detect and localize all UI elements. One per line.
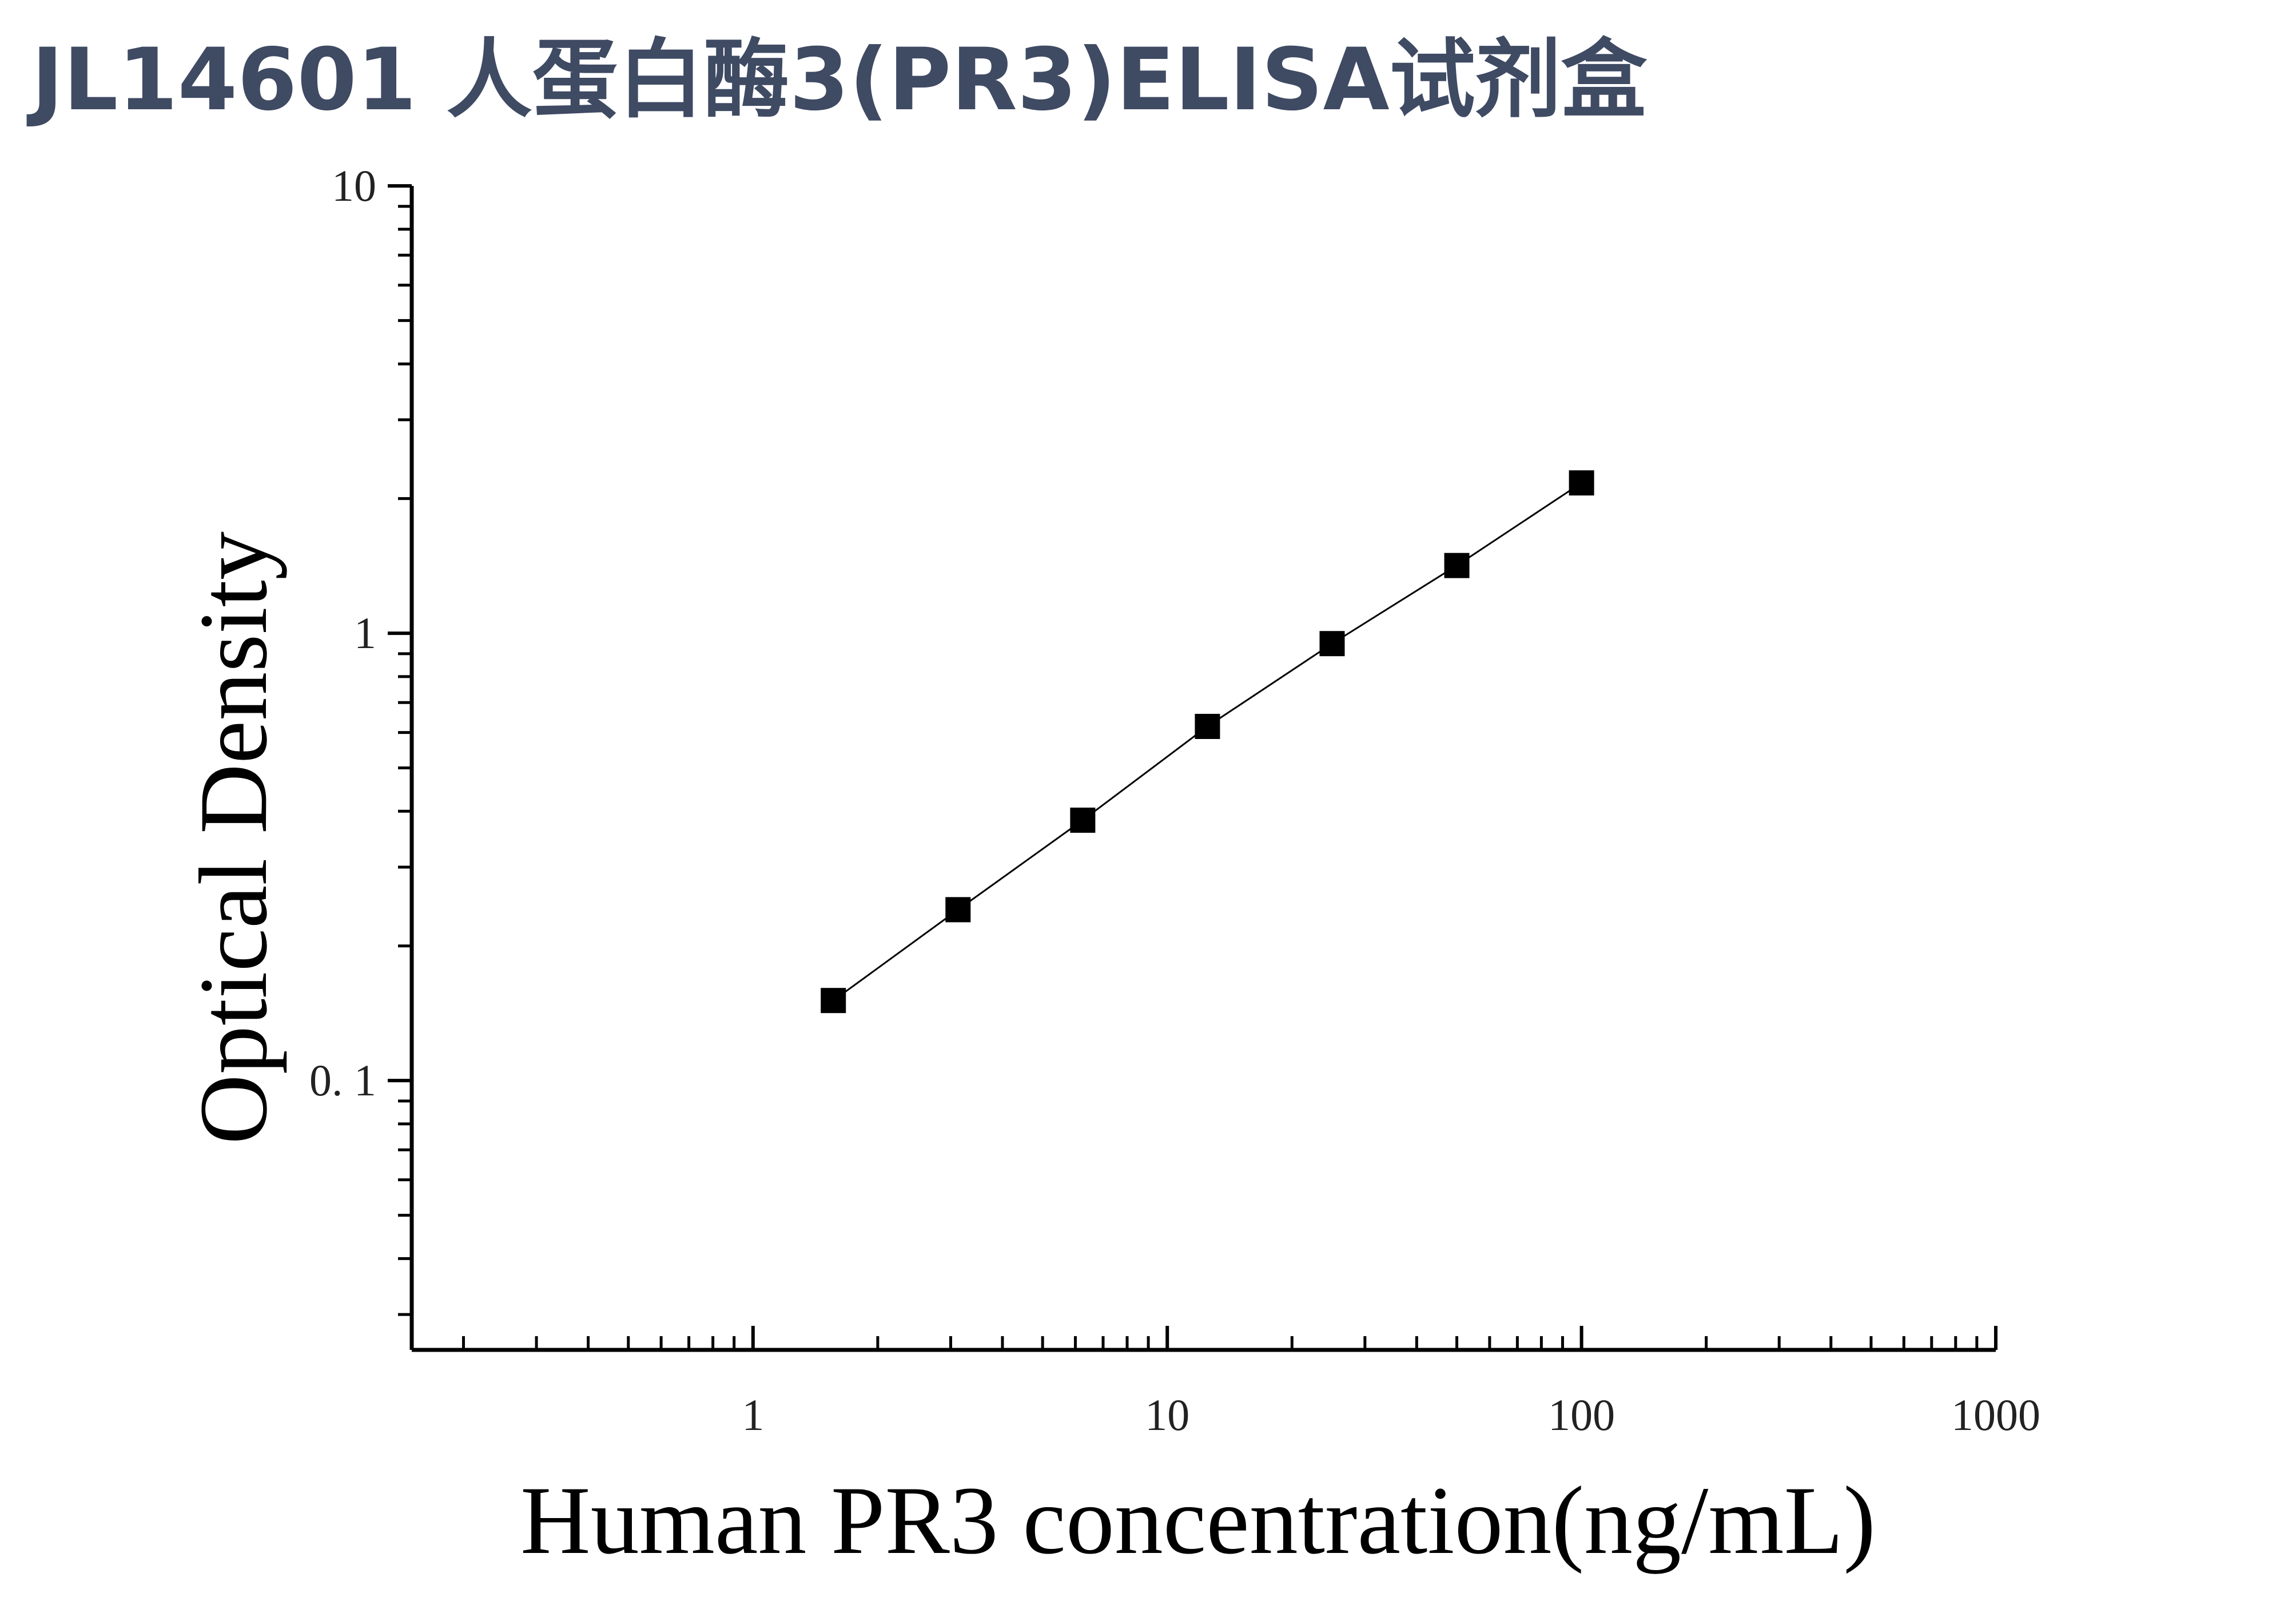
data-point (1319, 631, 1345, 657)
data-point (1569, 470, 1594, 496)
chart-axes (409, 186, 1996, 1352)
y-tick-label: 10 (332, 161, 376, 210)
x-axis-title: Human PR3 concentration(ng/mL) (520, 1467, 1876, 1574)
y-tick-label: 1 (354, 608, 376, 658)
x-tick-label: 1 (742, 1390, 764, 1440)
data-point (821, 988, 846, 1014)
data-point (945, 897, 971, 923)
page-title: JL14601 人蛋白酶3(PR3)ELISA试剂盒 (31, 30, 1647, 130)
data-point (1195, 713, 1220, 739)
y-axis-title: Optical Density (180, 531, 287, 1145)
x-tick-label: 1000 (1951, 1390, 2040, 1440)
chart-tick-labels: 1 10 100 1000 0. 1 1 10 (309, 161, 2040, 1440)
data-point (1444, 553, 1470, 578)
x-tick-label: 10 (1145, 1390, 1189, 1440)
chart-series (821, 470, 1594, 1014)
chart-ticks (388, 184, 1997, 1350)
x-tick-label: 100 (1548, 1390, 1615, 1440)
data-point (1070, 807, 1096, 833)
y-tick-label: 0. 1 (309, 1055, 376, 1105)
